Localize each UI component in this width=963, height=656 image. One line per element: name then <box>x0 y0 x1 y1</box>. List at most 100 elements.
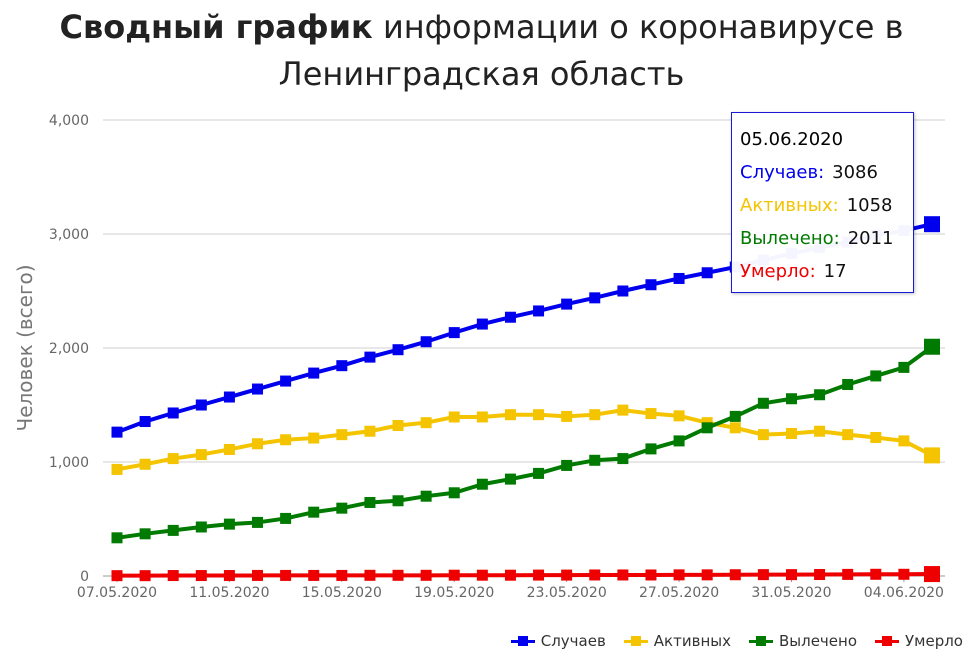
data-point[interactable] <box>195 399 207 411</box>
data-point[interactable] <box>308 569 320 581</box>
data-point[interactable] <box>842 378 854 390</box>
data-point[interactable] <box>561 459 573 471</box>
data-point[interactable] <box>111 570 123 582</box>
data-point[interactable] <box>252 569 264 581</box>
data-point[interactable] <box>589 409 601 421</box>
data-point[interactable] <box>195 570 207 582</box>
data-point[interactable] <box>364 569 376 581</box>
data-point[interactable] <box>645 279 657 291</box>
data-point[interactable] <box>673 569 685 581</box>
data-point[interactable] <box>392 495 404 507</box>
data-point[interactable] <box>504 473 516 485</box>
data-point[interactable] <box>504 569 516 581</box>
data-point[interactable] <box>729 410 741 422</box>
data-point[interactable] <box>589 454 601 466</box>
data-point[interactable] <box>336 569 348 581</box>
data-point[interactable] <box>364 496 376 508</box>
data-point[interactable] <box>870 370 882 382</box>
data-point[interactable] <box>252 516 264 528</box>
data-point[interactable] <box>195 449 207 461</box>
data-point[interactable] <box>645 569 657 581</box>
data-point[interactable] <box>898 361 910 373</box>
data-point[interactable] <box>280 512 292 524</box>
data-point[interactable] <box>448 411 460 423</box>
data-point[interactable] <box>252 383 264 395</box>
legend-item[interactable]: Вылечено <box>748 632 857 650</box>
data-point[interactable] <box>533 569 545 581</box>
data-point[interactable] <box>167 407 179 419</box>
legend-item[interactable]: Активных <box>623 632 731 650</box>
data-point[interactable] <box>420 417 432 429</box>
data-point[interactable] <box>308 432 320 444</box>
data-point[interactable] <box>785 428 797 439</box>
data-point[interactable] <box>589 569 601 581</box>
data-point[interactable] <box>729 569 741 581</box>
data-point[interactable] <box>139 570 151 582</box>
data-point[interactable] <box>842 568 854 580</box>
data-point[interactable] <box>533 305 545 317</box>
data-point[interactable] <box>701 569 713 581</box>
data-point[interactable] <box>476 478 488 490</box>
data-point[interactable] <box>924 216 940 233</box>
data-point[interactable] <box>870 568 882 580</box>
data-point[interactable] <box>448 327 460 339</box>
data-point[interactable] <box>924 566 940 583</box>
data-point[interactable] <box>420 336 432 348</box>
data-point[interactable] <box>898 435 910 447</box>
data-point[interactable] <box>448 569 460 581</box>
data-point[interactable] <box>252 438 264 450</box>
data-point[interactable] <box>533 409 545 421</box>
data-point[interactable] <box>589 292 601 304</box>
data-point[interactable] <box>280 434 292 446</box>
data-point[interactable] <box>308 367 320 379</box>
data-point[interactable] <box>673 272 685 284</box>
data-point[interactable] <box>364 425 376 437</box>
data-point[interactable] <box>533 467 545 479</box>
data-point[interactable] <box>139 458 151 470</box>
data-point[interactable] <box>870 431 882 443</box>
data-point[interactable] <box>223 391 235 403</box>
data-point[interactable] <box>111 426 123 438</box>
data-point[interactable] <box>924 447 940 464</box>
data-point[interactable] <box>167 524 179 536</box>
data-point[interactable] <box>223 443 235 455</box>
data-point[interactable] <box>195 521 207 533</box>
data-point[interactable] <box>757 397 769 409</box>
data-point[interactable] <box>364 351 376 363</box>
data-point[interactable] <box>476 318 488 330</box>
data-point[interactable] <box>898 568 910 580</box>
data-point[interactable] <box>392 344 404 356</box>
data-point[interactable] <box>308 506 320 518</box>
data-point[interactable] <box>167 453 179 465</box>
data-point[interactable] <box>139 528 151 540</box>
data-point[interactable] <box>336 502 348 514</box>
data-point[interactable] <box>785 569 797 581</box>
data-point[interactable] <box>701 422 713 434</box>
data-point[interactable] <box>617 569 629 581</box>
data-point[interactable] <box>392 569 404 581</box>
data-point[interactable] <box>729 422 741 434</box>
data-point[interactable] <box>280 569 292 581</box>
data-point[interactable] <box>280 375 292 387</box>
data-point[interactable] <box>673 435 685 447</box>
data-point[interactable] <box>448 487 460 499</box>
data-point[interactable] <box>223 518 235 530</box>
data-point[interactable] <box>561 569 573 581</box>
data-point[interactable] <box>223 570 235 582</box>
data-point[interactable] <box>336 360 348 372</box>
data-point[interactable] <box>504 311 516 323</box>
data-point[interactable] <box>617 285 629 297</box>
data-point[interactable] <box>617 404 629 416</box>
data-point[interactable] <box>476 411 488 423</box>
data-point[interactable] <box>757 569 769 581</box>
data-point[interactable] <box>785 393 797 405</box>
data-point[interactable] <box>814 425 826 437</box>
data-point[interactable] <box>673 410 685 422</box>
data-point[interactable] <box>139 416 151 428</box>
data-point[interactable] <box>420 569 432 581</box>
data-point[interactable] <box>392 420 404 432</box>
data-point[interactable] <box>111 463 123 475</box>
data-point[interactable] <box>814 389 826 401</box>
data-point[interactable] <box>757 429 769 441</box>
data-point[interactable] <box>645 408 657 420</box>
